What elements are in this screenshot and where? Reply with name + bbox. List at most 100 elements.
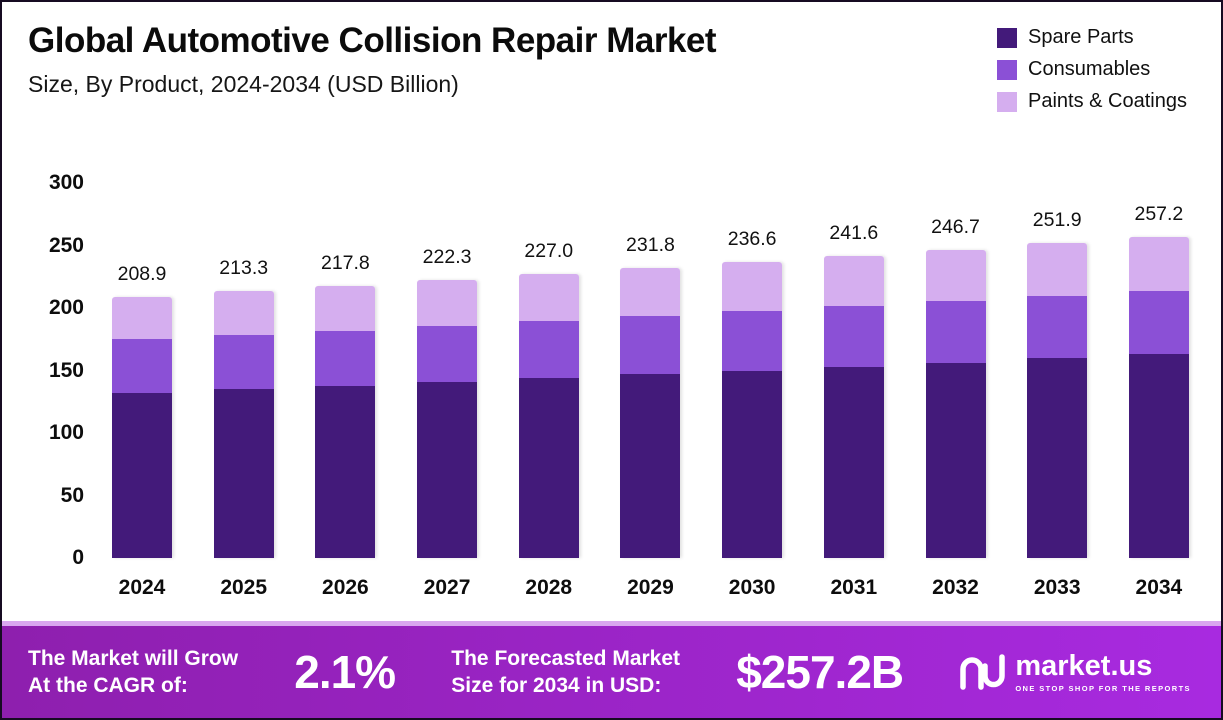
x-tick-2024: 2024 xyxy=(118,576,166,599)
bar-segment-consumables xyxy=(213,334,274,390)
y-axis: 0 50 100 150 200 250 300 xyxy=(32,172,90,569)
legend-swatch xyxy=(997,59,1018,80)
bar-segment-consumables xyxy=(518,321,579,378)
bar-total-label: 208.9 xyxy=(117,262,167,285)
x-tick-2031: 2031 xyxy=(830,576,878,599)
bar-total-label: 222.3 xyxy=(422,246,472,269)
page-subtitle: Size, By Product, 2024-2034 (USD Billion… xyxy=(28,70,459,97)
bar-segment-spare-parts xyxy=(213,389,274,558)
bar-segment-consumables xyxy=(722,311,783,371)
bar-total-label: 236.6 xyxy=(727,228,777,251)
x-tick-2027: 2027 xyxy=(423,576,471,599)
y-tick-100: 100 xyxy=(48,421,84,444)
bar-stack xyxy=(620,268,681,558)
bar-stack xyxy=(1128,236,1189,558)
x-tick-2030: 2030 xyxy=(728,576,776,599)
legend-label: Spare Parts xyxy=(1028,26,1134,48)
bar-total-label: 227.0 xyxy=(524,240,574,263)
brand-tagline: ONE STOP SHOP FOR THE REPORTS xyxy=(1015,683,1191,693)
cagr-label: The Market will Grow At the CAGR of: xyxy=(28,646,239,697)
bar-group-2031: 241.6 2031 xyxy=(823,183,884,599)
bar-segment-consumables xyxy=(925,301,986,363)
forecast-label: The Forecasted Market Size for 2034 in U… xyxy=(451,646,681,697)
bar-segment-paints-coatings xyxy=(925,249,986,302)
bar-segment-spare-parts xyxy=(315,385,376,558)
y-tick-300: 300 xyxy=(48,171,84,194)
legend-label: Consumables xyxy=(1028,58,1151,80)
title-block: Global Automotive Collision Repair Marke… xyxy=(28,21,717,98)
legend-swatch xyxy=(997,91,1018,112)
bar-group-2025: 213.3 2025 xyxy=(213,183,274,599)
y-tick-150: 150 xyxy=(48,358,84,382)
bar-total-label: 257.2 xyxy=(1134,202,1184,225)
legend-swatch xyxy=(997,27,1018,48)
x-tick-2032: 2032 xyxy=(932,576,979,599)
bar-segment-spare-parts xyxy=(1027,358,1088,558)
bar-segment-consumables xyxy=(315,330,376,386)
bar-total-label: 231.8 xyxy=(626,234,675,257)
bar-segment-spare-parts xyxy=(620,374,681,558)
bar-segment-spare-parts xyxy=(925,363,986,558)
plot-area: 208.9 2024 213.3 2025 217.8 2026 222.3 2027 227.… xyxy=(112,183,1189,599)
bar-stack xyxy=(722,262,783,558)
bar-segment-consumables xyxy=(1128,290,1189,355)
bar-segment-spare-parts xyxy=(823,366,884,558)
legend-label: Paints & Coatings xyxy=(1028,90,1187,112)
bar-segment-paints-coatings xyxy=(518,274,579,322)
x-tick-2028: 2028 xyxy=(525,576,573,599)
bar-segment-spare-parts xyxy=(417,381,478,558)
bar-group-2032: 246.7 2032 xyxy=(925,183,986,599)
bar-stack xyxy=(417,280,478,558)
bar-stack xyxy=(112,296,172,558)
bar-segment-paints-coatings xyxy=(315,285,376,331)
bar-stack xyxy=(213,291,274,558)
bar-stack xyxy=(1027,243,1088,558)
brand-name: market.us xyxy=(1015,649,1153,682)
x-tick-2026: 2026 xyxy=(322,576,369,599)
cagr-value: 2.1% xyxy=(294,646,396,698)
bar-segment-paints-coatings xyxy=(1128,236,1189,291)
x-tick-2029: 2029 xyxy=(627,576,674,599)
bar-total-label: 246.7 xyxy=(931,215,980,238)
x-tick-2025: 2025 xyxy=(220,576,268,599)
bar-segment-paints-coatings xyxy=(1027,243,1088,296)
bar-group-2030: 236.6 2030 xyxy=(722,183,783,599)
x-tick-2034: 2034 xyxy=(1135,576,1183,599)
bar-segment-consumables xyxy=(620,316,681,375)
bar-total-label: 241.6 xyxy=(829,222,879,244)
brand-block: market.us ONE STOP SHOP FOR THE REPORTS xyxy=(959,649,1191,693)
market-us-logo-icon xyxy=(959,654,1006,690)
bar-total-label: 213.3 xyxy=(219,257,269,280)
bar-segment-paints-coatings xyxy=(722,262,783,312)
bar-stack xyxy=(925,249,986,558)
forecast-value: $257.2B xyxy=(736,646,904,698)
bar-group-2033: 251.9 2033 xyxy=(1027,183,1088,599)
bar-total-label: 251.9 xyxy=(1032,209,1082,232)
bar-segment-consumables xyxy=(112,339,172,393)
bar-segment-consumables xyxy=(1027,295,1088,358)
bar-segment-consumables xyxy=(823,306,884,367)
y-tick-200: 200 xyxy=(48,296,84,319)
bar-stack xyxy=(518,274,579,558)
bar-segment-paints-coatings xyxy=(823,256,884,307)
stacked-bar-chart: 0 50 100 150 200 250 300 208.9 2024 213.3 2025 217… xyxy=(32,172,1191,599)
bar-segment-spare-parts xyxy=(722,370,783,558)
brand-text: market.us ONE STOP SHOP FOR THE REPORTS xyxy=(1015,649,1191,693)
bar-group-2029: 231.8 2029 xyxy=(620,183,681,599)
bar-segment-spare-parts xyxy=(518,378,579,558)
y-tick-250: 250 xyxy=(48,233,84,257)
legend-item-paints-coatings: Paints & Coatings xyxy=(997,90,1187,113)
bar-total-label: 217.8 xyxy=(320,251,370,274)
bar-group-2034: 257.2 2034 xyxy=(1128,183,1189,599)
bar-segment-spare-parts xyxy=(1128,354,1189,558)
page-title: Global Automotive Collision Repair Marke… xyxy=(28,21,717,60)
bar-stack xyxy=(315,285,376,558)
legend-item-spare-parts: Spare Parts xyxy=(997,26,1187,49)
bar-segment-paints-coatings xyxy=(620,268,681,317)
bar-segment-consumables xyxy=(417,325,478,382)
x-tick-2033: 2033 xyxy=(1033,576,1081,599)
bar-group-2027: 222.3 2027 xyxy=(417,183,478,599)
bar-stack xyxy=(823,256,884,558)
bar-segment-paints-coatings xyxy=(417,280,478,326)
